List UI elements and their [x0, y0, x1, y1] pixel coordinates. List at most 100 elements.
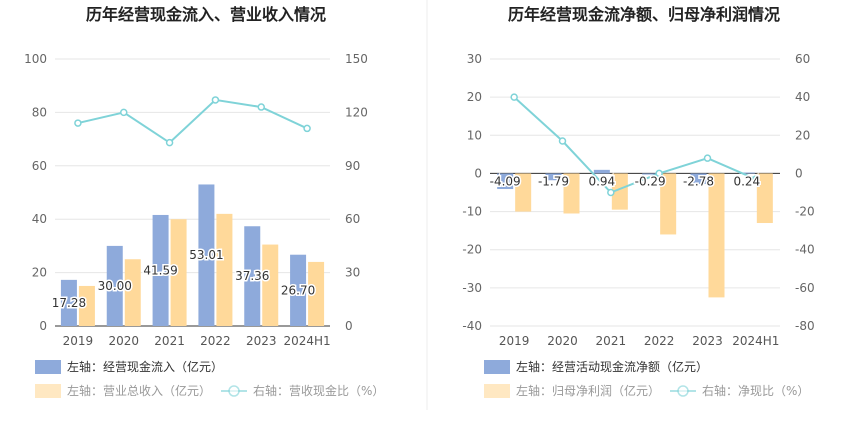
bar-secondary [308, 261, 325, 326]
right-axis-tick: 0 [795, 166, 803, 180]
right-axis-tick: -40 [795, 243, 815, 257]
ratio-line [77, 98, 308, 144]
legend-swatch [35, 360, 61, 374]
right-axis-tick: -60 [795, 281, 815, 295]
bar-secondary [660, 173, 677, 235]
legend-swatch [35, 384, 61, 398]
legend-label: 右轴：营收现金比（%） [253, 383, 384, 398]
bar-primary [545, 173, 562, 181]
legend-swatch [484, 360, 510, 374]
legend-label: 左轴：营业总收入（亿元） [67, 383, 211, 398]
x-axis-tick: 2020 [547, 334, 578, 348]
ratio-point [703, 154, 712, 162]
x-axis-tick: 2020 [108, 334, 139, 348]
x-axis-tick: 2024H1 [732, 334, 779, 348]
data-label: 26.70 [281, 283, 315, 297]
legend-label: 左轴：经营现金流入（亿元） [67, 359, 223, 374]
left-axis-tick: 20 [32, 266, 47, 280]
bar-primary [738, 172, 755, 174]
left-axis-tick: 100 [24, 52, 47, 66]
legend-label: 右轴：净现比（%） [702, 383, 809, 398]
left-axis-tick: 40 [32, 212, 47, 226]
data-label: 17.28 [52, 296, 86, 310]
legend: 左轴：经营现金流入（亿元） 左轴：营业总收入（亿元） 右轴：营收现金比（%） [35, 359, 384, 398]
left-axis-tick: 30 [467, 52, 482, 66]
right-axis-tick: 60 [795, 52, 810, 66]
bar-secondary [708, 173, 725, 298]
x-axis-tick: 2022 [200, 334, 231, 348]
ratio-point [752, 175, 760, 183]
right-axis-tick: 40 [795, 90, 810, 104]
left-axis-tick: -30 [462, 281, 482, 295]
x-axis-tick: 2024H1 [283, 334, 330, 348]
right-axis-tick: 60 [345, 212, 360, 226]
data-label: 53.01 [189, 248, 223, 262]
bar-primary [290, 254, 307, 326]
legend: 左轴：经营活动现金流净额（亿元） 左轴：归母净利润（亿元） 右轴：净现比（%） [484, 359, 809, 398]
left-axis-tick: 0 [39, 319, 47, 333]
bar-secondary [515, 173, 532, 212]
data-label: 41.59 [143, 263, 177, 277]
right-axis-tick: -80 [795, 319, 815, 333]
right-axis-tick: 20 [795, 128, 810, 142]
legend-line-marker [228, 385, 240, 397]
left-axis-tick: -20 [462, 243, 482, 257]
ratio-point [120, 108, 128, 117]
chart-title: 历年经营现金流入、营业收入情况 [86, 5, 326, 24]
bar-primary [198, 184, 215, 326]
data-label: -0.29 [635, 174, 666, 188]
ratio-line [513, 96, 757, 194]
legend-label: 左轴：归母净利润（亿元） [516, 383, 660, 398]
left-axis-tick: 0 [474, 166, 482, 180]
chart-1: 历年经营现金流入、营业收入情况 0 20 40 60 80 100 0 30 60 90 120 150… [24, 5, 384, 398]
bar-primary [690, 173, 707, 185]
ratio-point [257, 103, 265, 111]
chart-title: 历年经营现金流净额、归母净利润情况 [508, 5, 780, 24]
ratio-point [607, 188, 615, 197]
left-axis-tick: 20 [467, 90, 482, 104]
data-label: -2.78 [683, 174, 714, 188]
right-axis-tick: 150 [345, 52, 368, 66]
left-axis-tick: 60 [32, 159, 47, 173]
bar-secondary [78, 285, 95, 326]
bar-secondary [563, 173, 580, 214]
ratio-point [655, 169, 663, 178]
ratio-point [74, 119, 82, 127]
ratio-point [303, 124, 311, 133]
bar-secondary [756, 173, 773, 224]
data-label: -1.79 [538, 174, 569, 188]
right-axis-tick: 90 [345, 159, 360, 173]
ratio-point [510, 93, 518, 101]
data-label: 0.24 [733, 174, 760, 188]
ratio-point [211, 96, 220, 104]
right-axis-tick: 30 [345, 266, 360, 280]
data-label: 37.36 [235, 269, 269, 283]
x-axis-tick: 2022 [644, 334, 675, 348]
x-axis-tick: 2023 [246, 334, 277, 348]
right-axis-tick: -20 [795, 205, 815, 219]
bar-primary [244, 226, 261, 326]
legend-swatch [484, 384, 510, 398]
bar-primary [152, 214, 169, 326]
data-label: 30.00 [98, 279, 132, 293]
legend-label: 左轴：经营活动现金流净额（亿元） [516, 359, 708, 374]
x-axis-tick: 2023 [692, 334, 723, 348]
bar-secondary [611, 173, 628, 210]
bar-primary [497, 173, 514, 190]
x-axis-tick: 2021 [596, 334, 627, 348]
ratio-point [165, 138, 174, 147]
bar-secondary [170, 219, 187, 326]
x-axis-tick: 2019 [63, 334, 94, 348]
bar-secondary [262, 244, 279, 326]
x-axis-tick: 2021 [154, 334, 185, 348]
x-axis-tick: 2019 [499, 334, 530, 348]
bar-primary [60, 279, 77, 326]
ratio-point [558, 137, 567, 145]
right-axis-tick: 120 [345, 105, 368, 119]
bar-primary [593, 169, 610, 174]
data-label: -4.09 [490, 174, 521, 188]
left-axis-tick: -40 [462, 319, 482, 333]
bar-primary [106, 245, 123, 326]
